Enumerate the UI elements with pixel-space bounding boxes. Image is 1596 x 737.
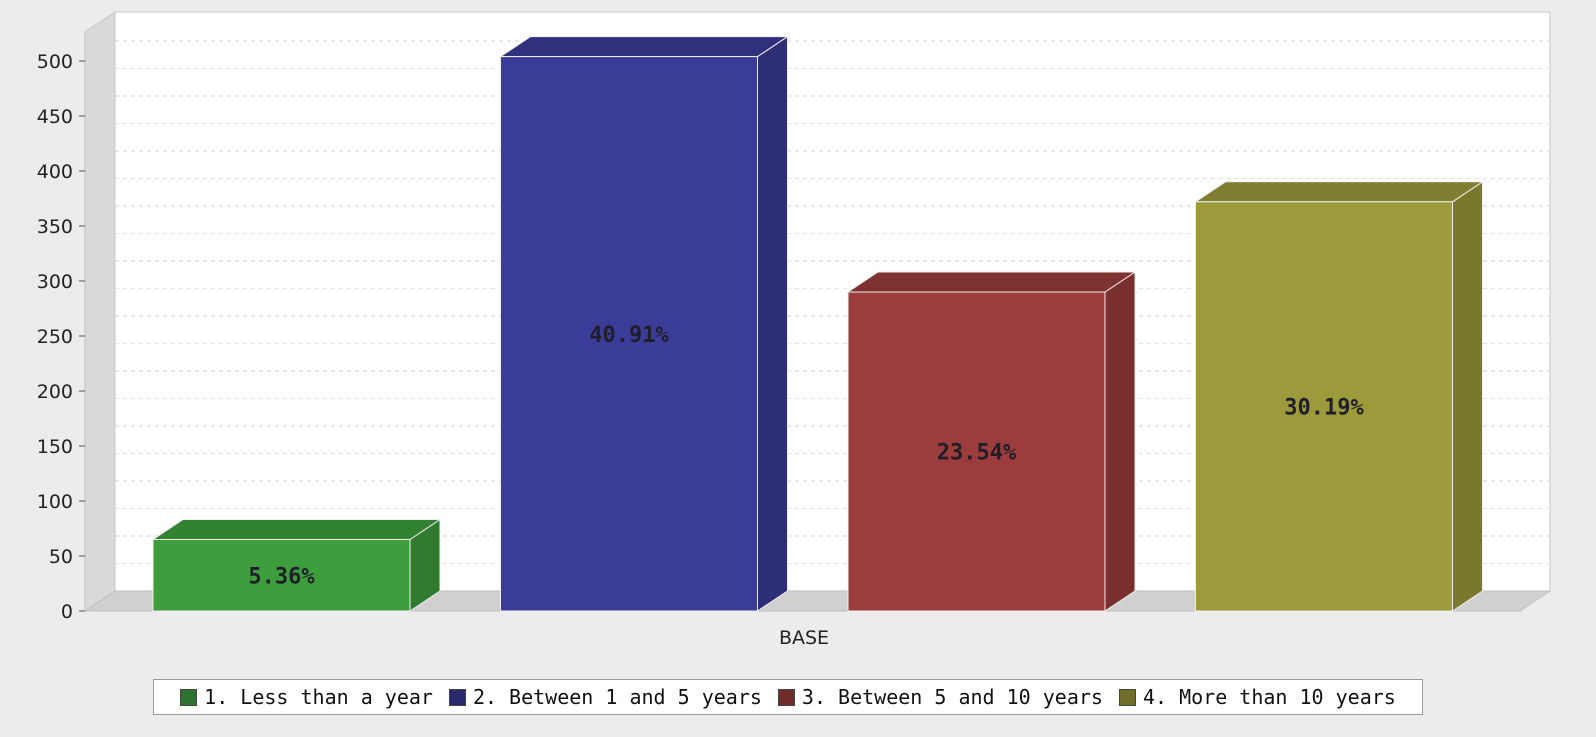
bar-top — [151, 519, 442, 540]
y-tick-label: 400 — [37, 161, 73, 183]
bar-1 — [152, 539, 411, 612]
y-tick-label: 350 — [37, 216, 73, 238]
plot-left-wall — [84, 11, 116, 612]
legend-swatch — [448, 688, 466, 706]
y-tick-label: 450 — [37, 106, 73, 128]
bar-side — [757, 35, 788, 612]
y-tick-label: 0 — [61, 601, 73, 623]
legend-swatch — [777, 688, 795, 706]
legend-item: 3. Between 5 and 10 years — [777, 685, 1103, 709]
data-label: 5.36% — [248, 564, 315, 589]
legend-label: 4. More than 10 years — [1142, 685, 1396, 709]
bar-top — [1193, 181, 1485, 203]
legend-swatch — [1118, 688, 1136, 706]
bar-4 — [1195, 201, 1453, 612]
legend-item: 1. Less than a year — [180, 685, 433, 709]
bar-top — [846, 271, 1137, 293]
legend-label: 1. Less than a year — [204, 685, 433, 709]
legend-swatch — [180, 688, 198, 706]
y-tick-label: 50 — [49, 546, 73, 568]
legend-label: 3. Between 5 and 10 years — [801, 685, 1103, 709]
bar-2 — [500, 56, 758, 612]
category-label: BASE — [779, 627, 829, 649]
legend-item: 4. More than 10 years — [1118, 685, 1396, 709]
y-tick-label: 500 — [37, 51, 73, 73]
y-tick-label: 250 — [37, 326, 73, 348]
bar-side — [1104, 271, 1136, 612]
y-tick-label: 150 — [37, 436, 73, 458]
y-tick-label: 300 — [37, 271, 73, 293]
bar-side — [1452, 180, 1483, 612]
bar-top — [498, 36, 790, 58]
y-tick-label: 200 — [37, 381, 73, 403]
bar-3 — [847, 291, 1106, 612]
chart-legend: 1. Less than a year 2. Between 1 and 5 ye… — [153, 679, 1423, 715]
legend-label: 2. Between 1 and 5 years — [472, 685, 762, 709]
data-label: 23.54% — [937, 441, 1017, 466]
data-label: 40.91% — [589, 323, 669, 348]
y-tick-label: 100 — [37, 491, 73, 513]
data-label: 30.19% — [1284, 395, 1364, 420]
legend-item: 2. Between 1 and 5 years — [448, 685, 762, 709]
